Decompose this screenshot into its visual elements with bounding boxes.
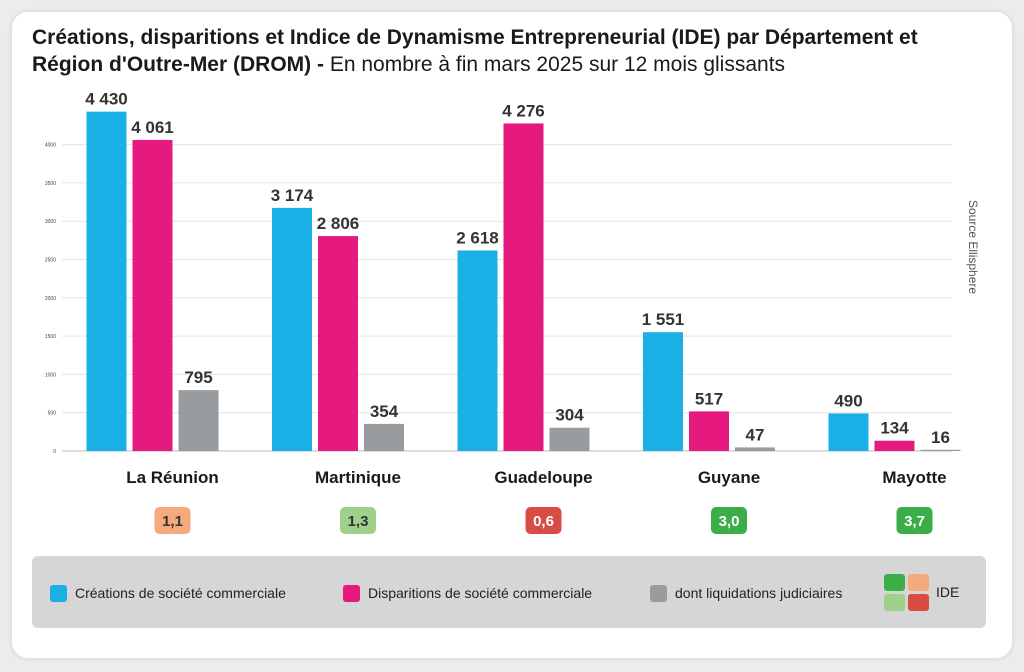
data-label-creations: 1 551 (642, 310, 685, 329)
ide-badge (340, 507, 376, 534)
y-tick-label: 500 (48, 411, 57, 417)
y-tick-label: 3000 (45, 219, 56, 225)
ide-badge (711, 507, 747, 534)
data-label-creations: 2 618 (456, 228, 499, 247)
y-tick-label: 3500 (45, 181, 56, 187)
bar-liquidations (364, 423, 404, 451)
legend-label-liquidations: dont liquidations judiciaires (675, 585, 843, 601)
y-tick-label: 2500 (45, 258, 56, 264)
bar-liquidations (178, 390, 219, 451)
legend-item-creations: Créations de société commerciale (50, 584, 286, 602)
ide-swatch-light-green (884, 594, 905, 611)
legend-label-creations: Créations de société commerciale (75, 585, 286, 601)
bar-liquidations (735, 447, 775, 451)
bar-liquidations (920, 449, 961, 451)
data-label-creations: 3 174 (271, 186, 314, 205)
bar-disparitions (689, 411, 729, 451)
ide-swatch-orange (908, 574, 929, 591)
legend-swatch-disparitions (343, 584, 360, 602)
data-label-disparitions: 4 276 (502, 101, 545, 120)
legend: Créations de société commerciale Dispari… (32, 556, 986, 628)
bar-creations (457, 250, 498, 451)
data-label-creations: 490 (834, 391, 862, 410)
title-main: Créations, disparitions et Indice de Dyn… (32, 26, 918, 76)
data-label-liquidations: 795 (184, 368, 212, 387)
category-label: Martinique (315, 468, 401, 487)
category-label: Guadeloupe (494, 468, 592, 487)
bar-disparitions (874, 440, 915, 451)
ide-badge (154, 507, 191, 534)
category-label: Mayotte (882, 468, 946, 487)
bar-disparitions (132, 139, 173, 451)
ide-value: 3,0 (719, 513, 740, 530)
y-tick-label: 4000 (45, 143, 56, 149)
bar-disparitions (503, 123, 544, 451)
ide-badge (896, 507, 933, 534)
data-label-liquidations: 354 (370, 402, 399, 421)
chart-title: Créations, disparitions et Indice de Dyn… (32, 24, 992, 78)
data-label-liquidations: 47 (746, 425, 765, 444)
bar-creations (828, 413, 869, 451)
legend-label-ide: IDE (936, 584, 960, 600)
legend-item-liquidations: dont liquidations judiciaires (650, 584, 842, 602)
bar-liquidations (549, 427, 590, 451)
legend-swatch-creations (50, 584, 67, 602)
data-label-disparitions: 134 (880, 419, 909, 438)
title-subtitle: En nombre à fin mars 2025 sur 12 mois gl… (329, 53, 786, 76)
data-label-liquidations: 304 (555, 406, 584, 425)
y-tick-label: 1500 (45, 334, 56, 340)
legend-ide-swatches (884, 574, 930, 612)
data-label-disparitions: 2 806 (317, 214, 360, 233)
ide-value: 3,7 (904, 513, 925, 530)
ide-value: 0,6 (533, 513, 554, 530)
data-label-liquidations: 16 (931, 428, 950, 447)
data-label-creations: 4 430 (85, 90, 128, 109)
legend-label-disparitions: Disparitions de société commerciale (368, 585, 593, 601)
title-separator: - (311, 53, 330, 76)
legend-item-disparitions: Disparitions de société commerciale (343, 584, 592, 602)
y-tick-label: 1000 (45, 372, 56, 378)
legend-swatch-liquidations (650, 584, 667, 602)
data-label-disparitions: 517 (695, 389, 723, 408)
ide-swatch-red (908, 594, 929, 611)
y-tick-label: 2000 (45, 296, 56, 302)
data-label-disparitions: 4 061 (131, 118, 174, 137)
category-label: Guyane (698, 468, 760, 487)
source-text: Source Ellisphere (966, 200, 980, 295)
ide-swatch-dark-green (884, 574, 905, 591)
bar-disparitions (318, 236, 358, 451)
ide-value: 1,3 (348, 513, 369, 530)
bar-creations (272, 207, 312, 451)
source-note: Source Ellisphere (962, 200, 982, 300)
bar-creations (643, 332, 683, 451)
ide-value: 1,1 (162, 513, 183, 530)
y-tick-label: 0 (53, 449, 56, 455)
bar-creations (86, 111, 127, 452)
ide-badge (525, 507, 562, 534)
category-label: La Réunion (126, 468, 219, 487)
